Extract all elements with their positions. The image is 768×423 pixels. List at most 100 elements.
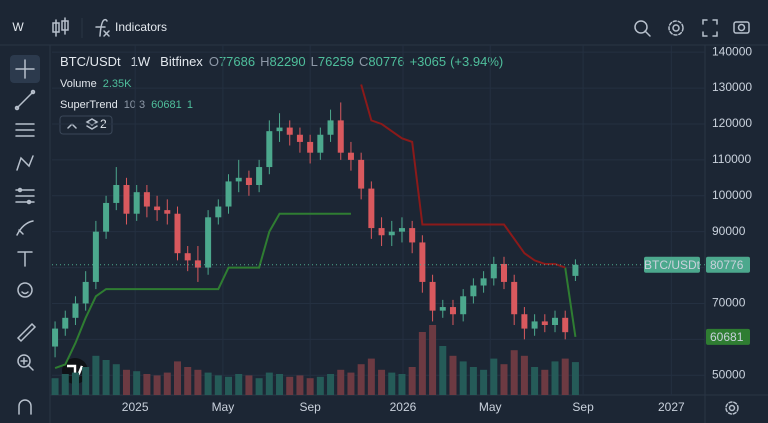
- candle-body: [174, 213, 181, 254]
- y-tick-label: 140000: [712, 44, 752, 58]
- volume-bar: [337, 369, 345, 395]
- candle-body: [500, 263, 507, 282]
- x-tick-label: May: [479, 400, 502, 414]
- supertrend-line: [54, 212, 351, 370]
- interval-button[interactable]: W: [12, 20, 24, 34]
- y-tick-label: 120000: [712, 116, 752, 130]
- tool-pattern[interactable]: [16, 155, 34, 171]
- low-value: 76259: [318, 54, 354, 69]
- candle-body: [317, 134, 324, 153]
- candle-body: [215, 206, 222, 218]
- volume-bar: [480, 369, 488, 395]
- supertrend-line: [564, 267, 577, 338]
- candle-body: [296, 134, 303, 142]
- volume-bar: [459, 361, 467, 395]
- candle-body: [92, 231, 99, 282]
- candle-body: [449, 307, 456, 315]
- volume-bar: [173, 361, 181, 395]
- candle-body: [266, 131, 273, 168]
- volume-bar: [51, 378, 59, 395]
- x-tick-label: Sep: [299, 400, 321, 414]
- candle-body: [123, 185, 130, 214]
- volume-bar: [122, 369, 130, 395]
- candle-body: [62, 317, 69, 329]
- candle-body: [572, 264, 579, 276]
- candle-body: [143, 192, 150, 207]
- volume-bar: [378, 369, 386, 395]
- volume-bar: [92, 355, 100, 395]
- candle-body: [194, 260, 201, 268]
- volume-bar: [357, 364, 365, 395]
- interval: 1W: [131, 54, 151, 69]
- tool-crosshair[interactable]: [15, 59, 35, 79]
- volume-bar: [102, 360, 110, 395]
- candle-body: [531, 321, 538, 329]
- tool-zoom[interactable]: [17, 354, 34, 371]
- candle-body: [82, 281, 89, 304]
- volume-bar: [316, 376, 324, 395]
- volume-bar: [490, 358, 498, 395]
- supertrend-name: SuperTrend: [60, 99, 118, 111]
- supertrend-params: 10 3: [124, 99, 145, 111]
- y-tick-label: 90000: [712, 224, 746, 238]
- tool-fib[interactable]: [15, 123, 35, 137]
- indicators-button[interactable]: Indicators: [115, 20, 167, 34]
- supertrend-line: [360, 84, 566, 269]
- candle-body: [490, 263, 497, 279]
- settings-icon[interactable]: [668, 20, 684, 36]
- indicators-icon[interactable]: [95, 18, 110, 37]
- volume-bar: [296, 375, 304, 395]
- tool-emoji[interactable]: [17, 282, 33, 298]
- candle-body: [225, 181, 232, 207]
- volume-bar: [184, 367, 192, 395]
- volume-bar: [255, 378, 263, 395]
- open-key: O: [209, 54, 219, 69]
- volume-bar: [520, 355, 528, 395]
- volume-bar: [561, 358, 569, 395]
- volume-bar: [214, 375, 222, 395]
- candle-body: [184, 253, 191, 261]
- y-tick-label: 50000: [712, 367, 746, 381]
- y-tick-label: 70000: [712, 296, 746, 310]
- volume-bar: [327, 374, 335, 395]
- x-tick-label: May: [212, 400, 235, 414]
- volume-bar: [71, 372, 79, 395]
- volume-label: Volume: [60, 78, 97, 90]
- candle-body: [398, 228, 405, 232]
- fullscreen-icon[interactable]: [702, 19, 718, 37]
- volume-bar: [204, 372, 212, 395]
- tool-measure[interactable]: [16, 322, 37, 343]
- axis-settings[interactable]: [725, 401, 739, 415]
- tool-trendline[interactable]: [14, 89, 36, 111]
- candle-body: [378, 228, 385, 236]
- legend-main: BTC/USDt 1W Bitfinex O77686 H82290 L76259 C807…: [60, 54, 503, 69]
- replay-icon[interactable]: [634, 20, 651, 37]
- candle-body: [103, 202, 110, 232]
- change: +3065: [410, 54, 447, 69]
- candle-body: [552, 317, 559, 325]
- volume-bar: [133, 371, 141, 395]
- volume-bar: [82, 367, 90, 395]
- tool-brush[interactable]: [16, 220, 34, 236]
- tool-prediction[interactable]: [15, 187, 35, 205]
- candle-body: [521, 314, 528, 329]
- high-key: H: [260, 54, 269, 69]
- candle-body: [480, 278, 487, 286]
- volume-value: 2.35K: [103, 78, 132, 90]
- supertrend-value: 60681: [151, 99, 181, 111]
- candle-body: [368, 188, 375, 229]
- x-tick-label: Sep: [572, 400, 594, 414]
- symbol: BTC/USDt: [60, 54, 121, 69]
- candle-body: [470, 285, 477, 297]
- tool-magnet[interactable]: [18, 399, 32, 415]
- open-value: 77686: [219, 54, 255, 69]
- screenshot-icon[interactable]: [733, 21, 750, 34]
- candle-body: [205, 217, 212, 268]
- candle-body: [562, 317, 569, 333]
- candle-body: [52, 328, 59, 347]
- chart-type-button[interactable]: [52, 17, 69, 37]
- volume-bar: [286, 376, 294, 395]
- volume-bar: [61, 374, 69, 395]
- tool-text[interactable]: [17, 251, 33, 267]
- plot: BTC/USDt: [51, 45, 705, 395]
